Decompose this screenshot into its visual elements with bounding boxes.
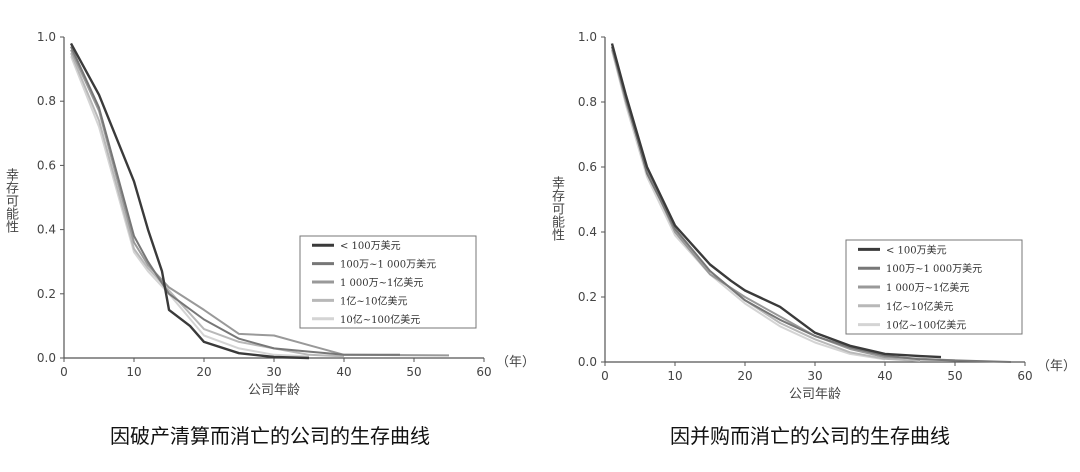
y-tick-label: 1.0 [37, 30, 56, 44]
x-tick-label: 40 [877, 369, 892, 383]
y-tick-label: 0.0 [37, 351, 56, 365]
x-axis-unit: （年） [496, 355, 535, 370]
x-tick-label: 60 [1017, 369, 1032, 383]
x-tick-label: 10 [126, 365, 141, 379]
x-tick-label: 60 [476, 365, 491, 379]
x-axis-title: 公司年龄 [248, 383, 300, 398]
legend-label: 100万~1 000万美元 [886, 262, 982, 275]
series-line [69, 42, 310, 360]
y-tick-label: 1.0 [578, 30, 597, 44]
series-line [610, 43, 942, 359]
legend-label: 1 000万~1亿美元 [886, 281, 969, 294]
x-tick-label: 20 [737, 369, 752, 383]
legend-label: < 100万美元 [340, 239, 401, 252]
y-tick-label: 0.0 [578, 355, 597, 369]
legend-label: 1亿~10亿美元 [340, 294, 407, 307]
chart-panel-bankruptcy: 0.0 0.2 0.4 0.6 0.8 1.0 0 10 20 30 40 50 60 （年） 公司年龄 < … [3, 30, 535, 448]
y-tick-label: 0.6 [578, 160, 597, 174]
legend-label: 100万~1 000万美元 [340, 258, 436, 271]
survival-chart-merger: 0.0 0.2 0.4 0.6 0.8 1.0 0 10 20 30 40 50 60 （年） 公司年龄 < … [578, 30, 1076, 402]
survival-chart-bankruptcy: 0.0 0.2 0.4 0.6 0.8 1.0 0 10 20 30 40 50 60 （年） 公司年龄 < … [37, 30, 535, 398]
legend-label: < 100万美元 [886, 243, 947, 256]
series-line [611, 49, 886, 361]
x-tick-label: 10 [667, 369, 682, 383]
series-line [70, 55, 310, 358]
y-tick-label: 0.4 [37, 223, 56, 237]
x-tick-label: 50 [406, 365, 421, 379]
y-tick-label: 0.4 [578, 225, 597, 239]
legend-label: 10亿~100亿美元 [886, 319, 966, 332]
chart-caption: 因并购而消亡的公司的生存曲线 [670, 424, 950, 448]
x-axis-title: 公司年龄 [789, 387, 841, 402]
x-tick-label: 30 [807, 369, 822, 383]
legend-label: 1 000万~1亿美元 [340, 276, 423, 289]
legend-box [299, 235, 477, 329]
x-tick-label: 0 [601, 369, 609, 383]
y-tick-label: 0.2 [37, 287, 56, 301]
x-tick-label: 40 [336, 365, 351, 379]
series-line [70, 52, 345, 358]
legend-label: 10亿~100亿美元 [340, 313, 420, 326]
x-tick-label: 30 [266, 365, 281, 379]
series-line [70, 49, 450, 357]
series-line [611, 46, 1012, 363]
y-tick-label: 0.6 [37, 158, 56, 172]
chart-panel-merger: 0.0 0.2 0.4 0.6 0.8 1.0 0 10 20 30 40 50 60 （年） 公司年龄 < … [540, 0, 1080, 472]
x-axis-unit: （年） [1037, 359, 1076, 374]
x-tick-label: 50 [947, 369, 962, 383]
series-line [70, 46, 400, 356]
y-tick-label: 0.2 [578, 290, 597, 304]
chart-caption: 因破产清算而消亡的公司的生存曲线 [110, 424, 430, 448]
y-axis-title: 幸存可能性 [3, 168, 18, 233]
x-tick-label: 0 [60, 365, 68, 379]
x-tick-label: 20 [196, 365, 211, 379]
y-tick-label: 0.8 [37, 94, 56, 108]
y-axis-title: 幸存可能性 [549, 176, 564, 241]
y-tick-label: 0.8 [578, 95, 597, 109]
legend-label: 1亿~10亿美元 [886, 300, 953, 313]
